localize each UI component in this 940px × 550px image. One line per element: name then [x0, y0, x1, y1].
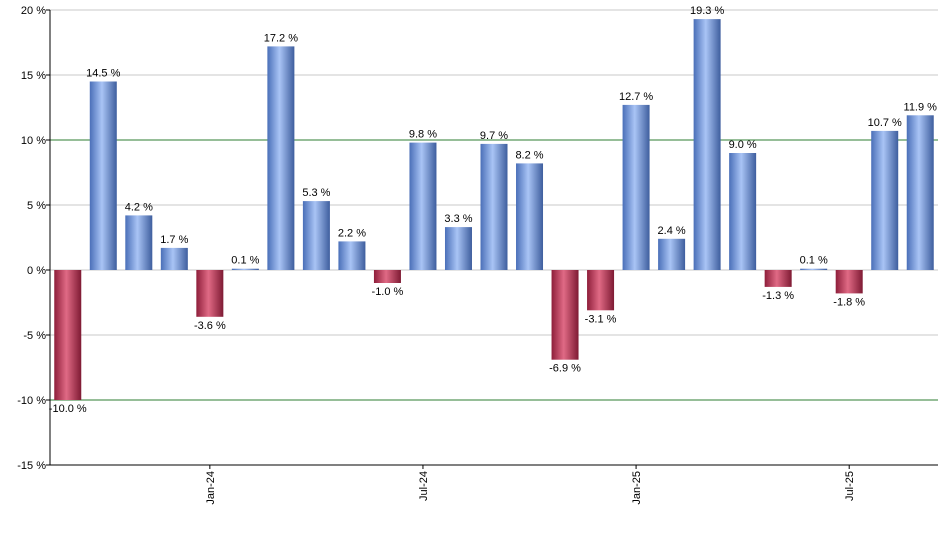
y-tick-label: 20 %	[21, 5, 46, 17]
axes	[46, 9, 938, 469]
data-label: -6.9 %	[549, 363, 581, 375]
data-label: 2.2 %	[338, 227, 366, 239]
bar-positive	[125, 215, 153, 270]
bar-positive	[231, 268, 259, 270]
labels: -15 % -10 % -5 % 0 % 5 % 10 % 15 % 20 % -10.0 % 1…	[17, 5, 937, 505]
bar-negative	[196, 270, 224, 317]
bar-negative	[373, 270, 401, 283]
bar-positive	[800, 268, 828, 270]
data-label: 11.9 %	[904, 101, 938, 113]
data-label: 12.7 %	[619, 91, 653, 103]
data-label: 8.2 %	[515, 149, 543, 161]
data-label: -1.0 %	[372, 286, 404, 298]
data-label: 0.1 %	[800, 255, 828, 267]
data-label: 14.5 %	[86, 68, 120, 80]
bar-positive	[693, 19, 721, 270]
x-tick-label: Jul-25	[844, 471, 856, 501]
data-label: 17.2 %	[264, 32, 298, 44]
bar-positive	[444, 227, 472, 270]
bar-positive	[409, 142, 437, 270]
y-tick-label: 10 %	[21, 135, 46, 147]
data-label: 1.7 %	[160, 234, 188, 246]
y-tick-label: 0 %	[27, 265, 46, 277]
y-tick-label: -10 %	[17, 395, 46, 407]
data-label: 19.3 %	[690, 5, 724, 17]
bar-negative	[54, 270, 82, 400]
y-tick-label: -5 %	[23, 330, 46, 342]
data-label: 5.3 %	[302, 187, 330, 199]
data-label: 3.3 %	[444, 213, 472, 225]
bar-negative	[764, 270, 792, 287]
y-tick-label: 5 %	[27, 200, 46, 212]
bar-positive	[160, 247, 188, 270]
bar-negative	[835, 270, 863, 294]
bar-positive	[302, 201, 330, 270]
bar-positive	[480, 143, 508, 270]
data-label: 9.0 %	[729, 139, 757, 151]
bar-positive	[622, 104, 650, 271]
bar-positive	[267, 46, 295, 271]
bar-positive	[516, 163, 544, 270]
bar-negative	[551, 270, 579, 360]
x-tick-label: Jan-24	[205, 471, 217, 505]
bar-negative	[587, 270, 615, 311]
bars	[54, 19, 934, 400]
data-label: 4.2 %	[125, 201, 153, 213]
bar-positive	[658, 238, 686, 270]
x-tick-label: Jul-24	[418, 471, 430, 501]
x-tick-label: Jan-25	[631, 471, 643, 505]
data-label: -10.0 %	[49, 403, 87, 415]
bar-positive	[871, 130, 899, 270]
data-label: 9.7 %	[480, 130, 508, 142]
data-label: 10.7 %	[868, 117, 902, 129]
data-label: 9.8 %	[409, 129, 437, 141]
data-label: -1.8 %	[833, 296, 865, 308]
bar-positive	[338, 241, 366, 270]
bar-positive	[906, 115, 934, 270]
y-tick-label: -15 %	[17, 460, 46, 472]
data-label: -1.3 %	[762, 290, 794, 302]
data-label: 2.4 %	[658, 225, 686, 237]
data-label: -3.6 %	[194, 320, 226, 332]
bar-positive	[89, 81, 117, 270]
data-label: -3.1 %	[585, 313, 617, 325]
data-label: 0.1 %	[231, 255, 259, 267]
y-tick-label: 15 %	[21, 70, 46, 82]
bar-positive	[729, 153, 757, 270]
